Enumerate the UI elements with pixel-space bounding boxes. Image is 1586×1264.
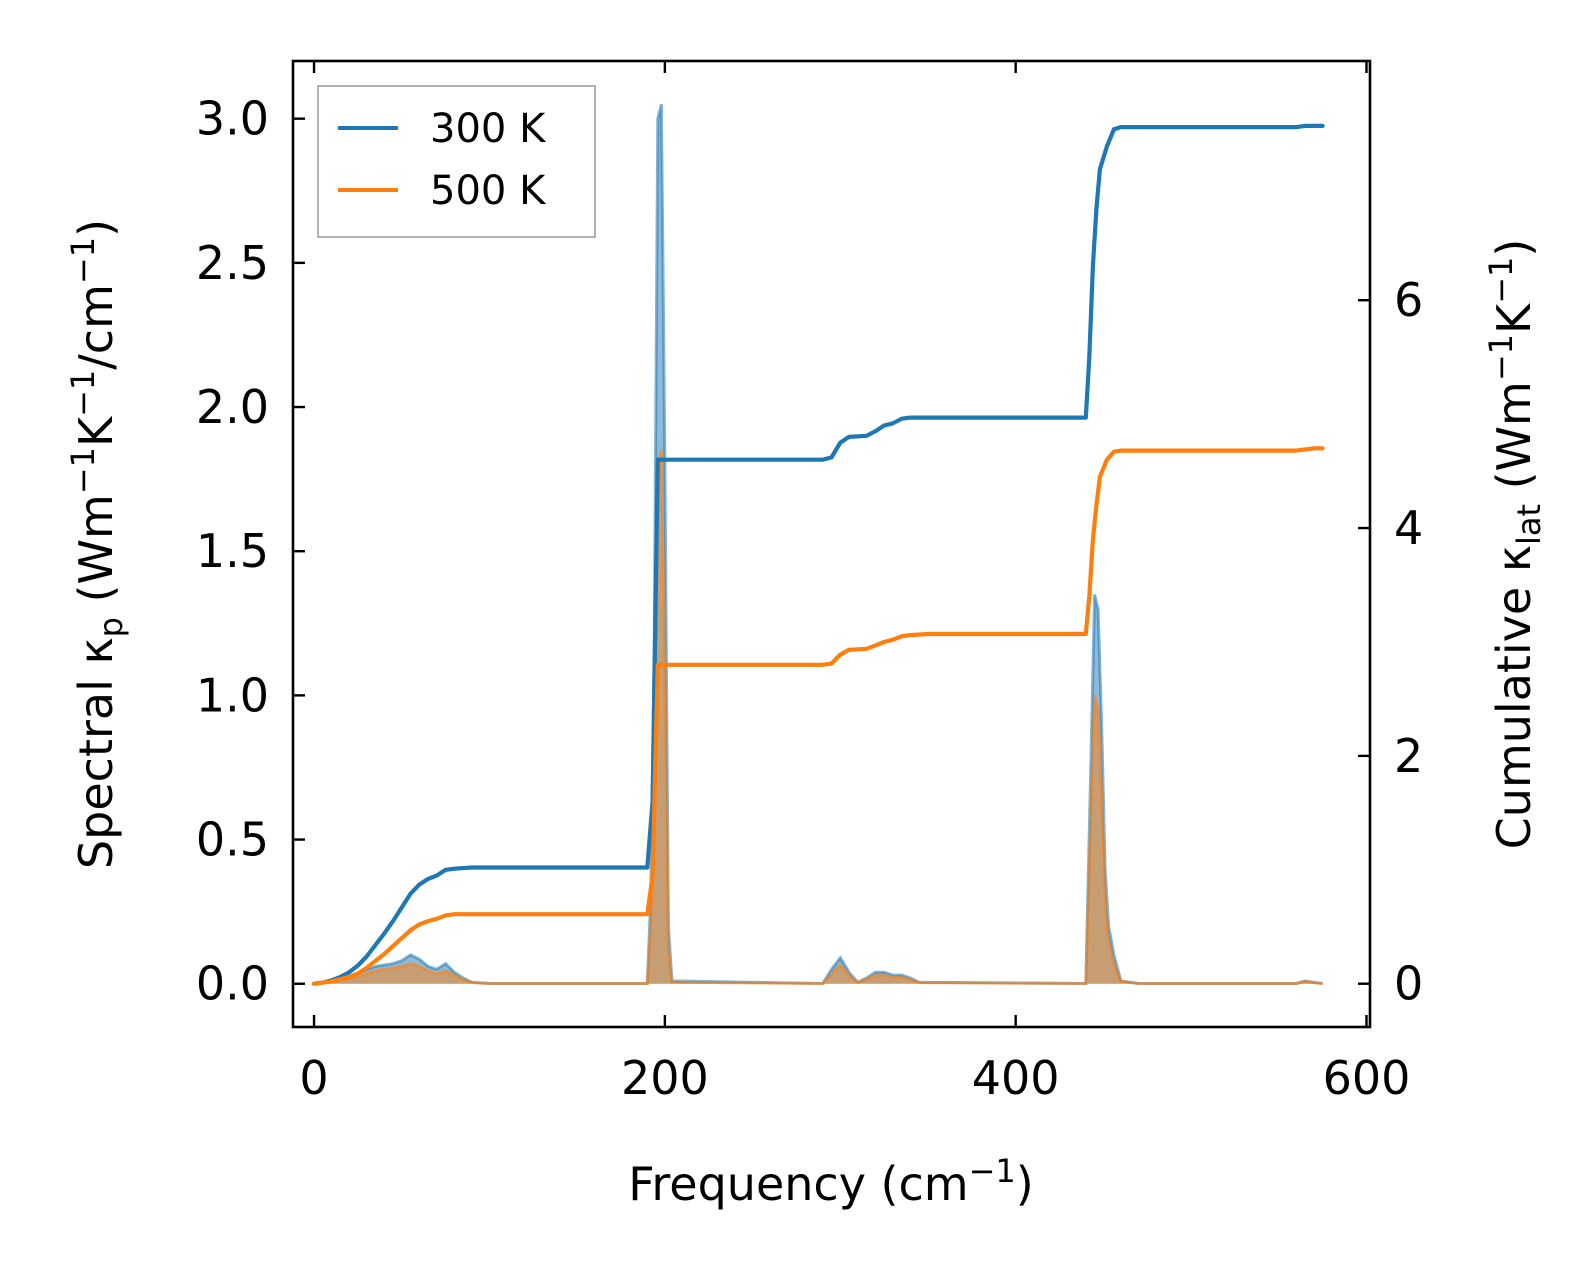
legend-label-300k: 300 K <box>430 106 547 152</box>
y-axis-left-label: Spectral κp (Wm−1K−1/cm−1) <box>64 219 130 869</box>
x-axis: 0 200 400 600 <box>299 61 1410 1105</box>
cumulative-line-300k <box>311 123 1325 986</box>
y-left-tick-label: 2.0 <box>196 380 269 434</box>
y-axis-right: 0 2 4 6 <box>1358 273 1423 1011</box>
cumulative-line-layer <box>311 123 1325 986</box>
cumulative-line-500k <box>311 446 1325 986</box>
legend-label-500k: 500 K <box>430 168 547 214</box>
spectral-fill-500k <box>314 450 1323 984</box>
x-axis-label: Frequency (cm−1) <box>628 1152 1033 1211</box>
x-tick-label: 400 <box>972 1051 1060 1105</box>
y-left-tick-label: 3.0 <box>196 92 269 146</box>
y-right-tick-label: 0 <box>1394 957 1423 1011</box>
y-left-tick-label: 1.5 <box>196 524 269 578</box>
y-left-tick-label: 0.5 <box>196 813 269 867</box>
y-left-tick-label: 0.0 <box>196 957 269 1011</box>
x-tick-label: 600 <box>1323 1051 1411 1105</box>
x-tick-label: 200 <box>621 1051 709 1105</box>
spectral-fill-layer <box>313 103 1323 986</box>
y-axis-right-label: Cumulative κlat (Wm−1K−1) <box>1482 239 1548 850</box>
y-left-tick-label: 2.5 <box>196 236 269 290</box>
y-right-tick-label: 6 <box>1394 273 1423 327</box>
plot-frame <box>291 59 1372 1029</box>
y-left-tick-label: 1.0 <box>196 668 269 722</box>
x-tick-label: 0 <box>299 1051 328 1105</box>
y-right-tick-label: 4 <box>1394 501 1423 555</box>
spectral-line-500k <box>313 449 1323 986</box>
legend: 300 K 500 K <box>317 85 596 238</box>
legend-box <box>317 85 596 238</box>
y-axis-left: 0.0 0.5 1.0 1.5 2.0 2.5 3.0 <box>196 92 305 1011</box>
y-right-tick-label: 2 <box>1394 729 1423 783</box>
